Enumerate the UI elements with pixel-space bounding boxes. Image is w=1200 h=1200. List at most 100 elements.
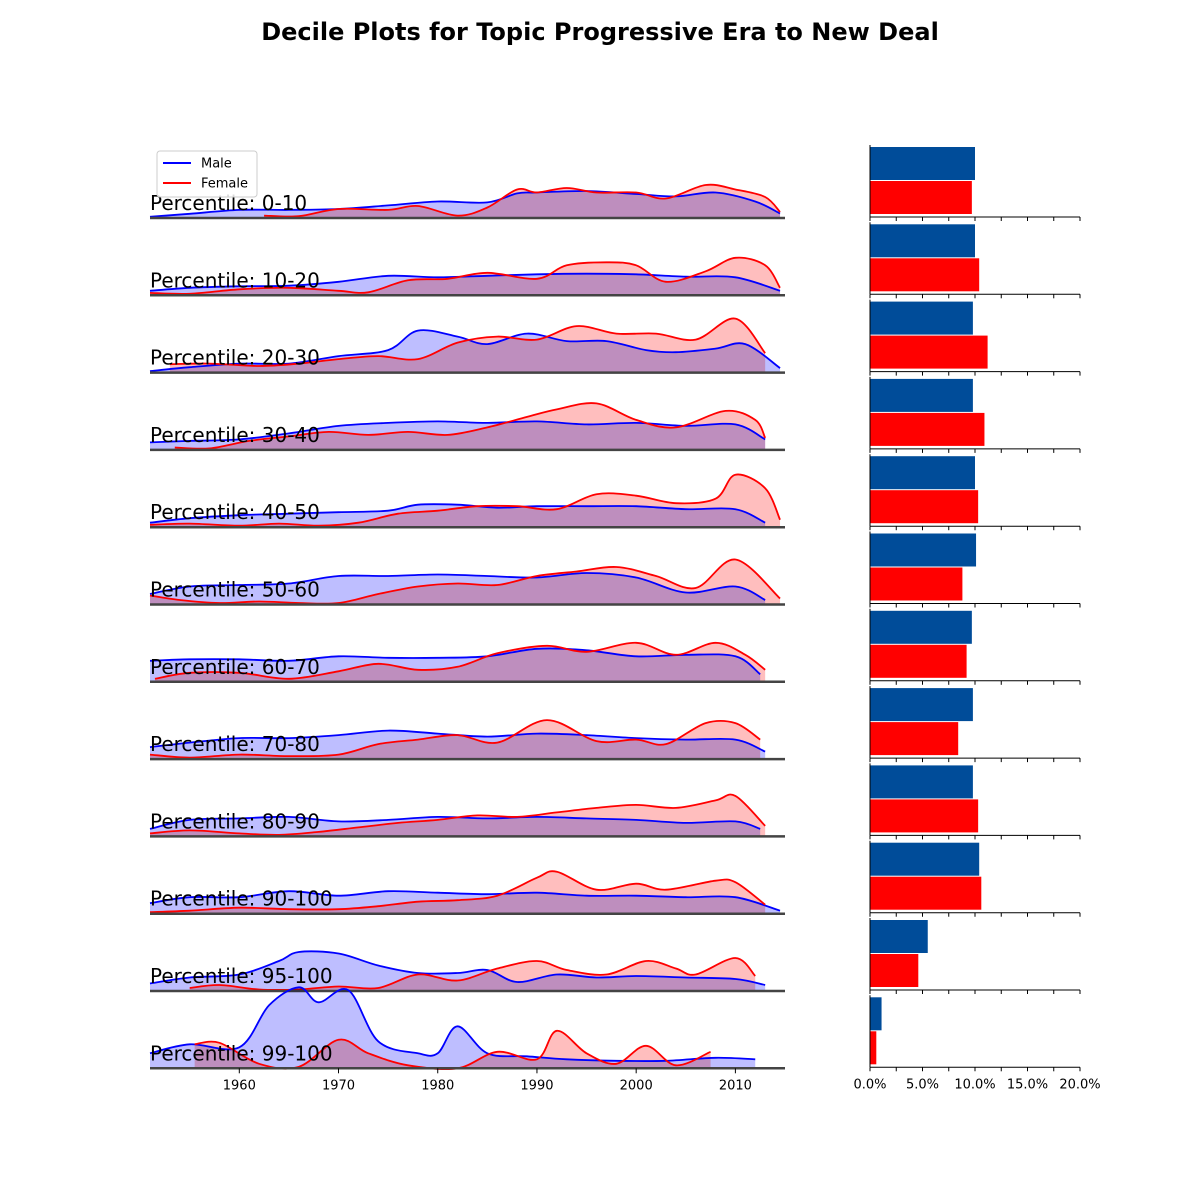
female-density-area — [150, 559, 781, 605]
ridge-row: Percentile: 60-70 — [149, 641, 785, 684]
female-density-area — [154, 642, 766, 682]
chart-title: Decile Plots for Topic Progressive Era t… — [261, 18, 939, 46]
male-bar — [870, 224, 975, 258]
row-label: Percentile: 95-100 — [150, 964, 333, 988]
female-density-area — [150, 474, 781, 528]
bar-panel — [869, 995, 1081, 1072]
female-density-line — [264, 183, 781, 218]
female-density-line — [149, 870, 766, 914]
female-density-area — [189, 957, 756, 991]
bar-tick-label: 10.0% — [954, 1077, 995, 1092]
female-density-area — [174, 403, 766, 450]
male-bar — [870, 301, 973, 335]
bar-tick-label: 15.0% — [1007, 1077, 1048, 1092]
female-density-line — [169, 317, 766, 367]
row-label: Percentile: 30-40 — [150, 423, 320, 447]
x-tick-label: 2000 — [620, 1078, 653, 1093]
female-density-line — [149, 256, 781, 295]
legend-female-label: Female — [201, 177, 248, 192]
bar-panel — [869, 222, 1081, 299]
row-label: Percentile: 50-60 — [150, 578, 320, 602]
female-bar — [870, 722, 959, 756]
ridge-row: Percentile: 80-90 — [149, 793, 785, 838]
ridge-row: Percentile: 10-20 — [149, 256, 785, 297]
ridge-row: Percentile: 0-10 — [149, 183, 785, 220]
bar-panel — [869, 299, 1081, 376]
male-bar — [870, 920, 928, 953]
bar-panel — [869, 840, 1081, 917]
male-density-area — [150, 987, 756, 1069]
bar-panel — [869, 376, 1081, 453]
female-bar — [870, 644, 967, 678]
female-density-line — [174, 402, 766, 450]
female-density-line — [149, 793, 766, 836]
bar-panel — [869, 531, 1081, 608]
female-bar — [870, 490, 979, 524]
bar-panel — [869, 454, 1081, 531]
x-tick-label: 2010 — [719, 1078, 752, 1093]
male-bar — [870, 997, 882, 1031]
female-density-line — [154, 641, 766, 680]
ridge-rows: Percentile: 0-10 Percentile: 10-20 Percent… — [149, 183, 785, 1071]
bar-tick-label: 0.0% — [853, 1077, 886, 1092]
male-bar — [870, 147, 975, 180]
ridge-row: Percentile: 90-100 — [149, 870, 785, 915]
male-bar — [870, 765, 973, 799]
x-tick-label: 1960 — [223, 1078, 256, 1093]
bar-panels — [869, 145, 1081, 1072]
bar-tick-label: 5.0% — [906, 1077, 939, 1092]
male-bar — [870, 456, 975, 490]
row-label: Percentile: 60-70 — [150, 655, 320, 679]
male-density-line — [149, 890, 781, 912]
ridge-row: Percentile: 20-30 — [149, 317, 785, 374]
x-tick-label: 1970 — [322, 1078, 355, 1093]
bar-tick-label: 20.0% — [1059, 1077, 1100, 1092]
row-label: Percentile: 80-90 — [150, 809, 320, 833]
male-density-line — [149, 503, 766, 524]
ridge-row: Percentile: 95-100 — [149, 950, 785, 993]
female-density-line — [149, 473, 781, 527]
male-density-line — [149, 572, 766, 601]
female-density-area — [150, 871, 766, 914]
row-label: Percentile: 20-30 — [150, 346, 320, 370]
female-bar — [870, 335, 988, 369]
row-label: Percentile: 10-20 — [150, 268, 320, 292]
female-bar — [870, 412, 985, 446]
row-label: Percentile: 40-50 — [150, 500, 320, 524]
bar-panel — [869, 763, 1081, 840]
male-bar — [870, 610, 972, 644]
female-density-area — [150, 794, 766, 837]
axes: 1960 1970 1980 1990 2000 2010 0.0% 5.0% 10.0% 15.… — [223, 1068, 1101, 1093]
female-bar — [870, 258, 980, 292]
ridge-row: Percentile: 70-80 — [149, 719, 785, 761]
bar-panel — [869, 608, 1081, 685]
bar-panel — [869, 145, 1081, 221]
female-bar — [870, 954, 919, 987]
row-label: Percentile: 99-100 — [150, 1041, 333, 1065]
row-label: Percentile: 90-100 — [150, 887, 333, 911]
x-tick-label: 1990 — [520, 1078, 553, 1093]
ridge-row: Percentile: 40-50 — [149, 473, 785, 529]
female-bar — [870, 799, 979, 833]
legend-male-label: Male — [201, 157, 232, 172]
male-bar — [870, 533, 977, 567]
female-density-area — [150, 720, 761, 760]
female-density-line — [149, 719, 761, 759]
male-bar — [870, 378, 973, 412]
male-density-line — [149, 986, 756, 1062]
female-bar — [870, 181, 972, 214]
bar-panel — [869, 686, 1081, 763]
male-bar — [870, 842, 980, 876]
legend: Male Female — [156, 150, 258, 198]
ridge-row: Percentile: 30-40 — [149, 402, 785, 452]
row-label: Percentile: 70-80 — [150, 732, 320, 756]
bar-panel — [869, 918, 1081, 994]
female-density-area — [169, 318, 766, 373]
x-tick-label: 1980 — [421, 1078, 454, 1093]
female-density-line — [149, 558, 781, 605]
ridge-row: Percentile: 99-100 — [149, 986, 785, 1071]
male-density-line — [149, 329, 781, 372]
female-bar — [870, 876, 982, 910]
female-bar — [870, 567, 963, 601]
